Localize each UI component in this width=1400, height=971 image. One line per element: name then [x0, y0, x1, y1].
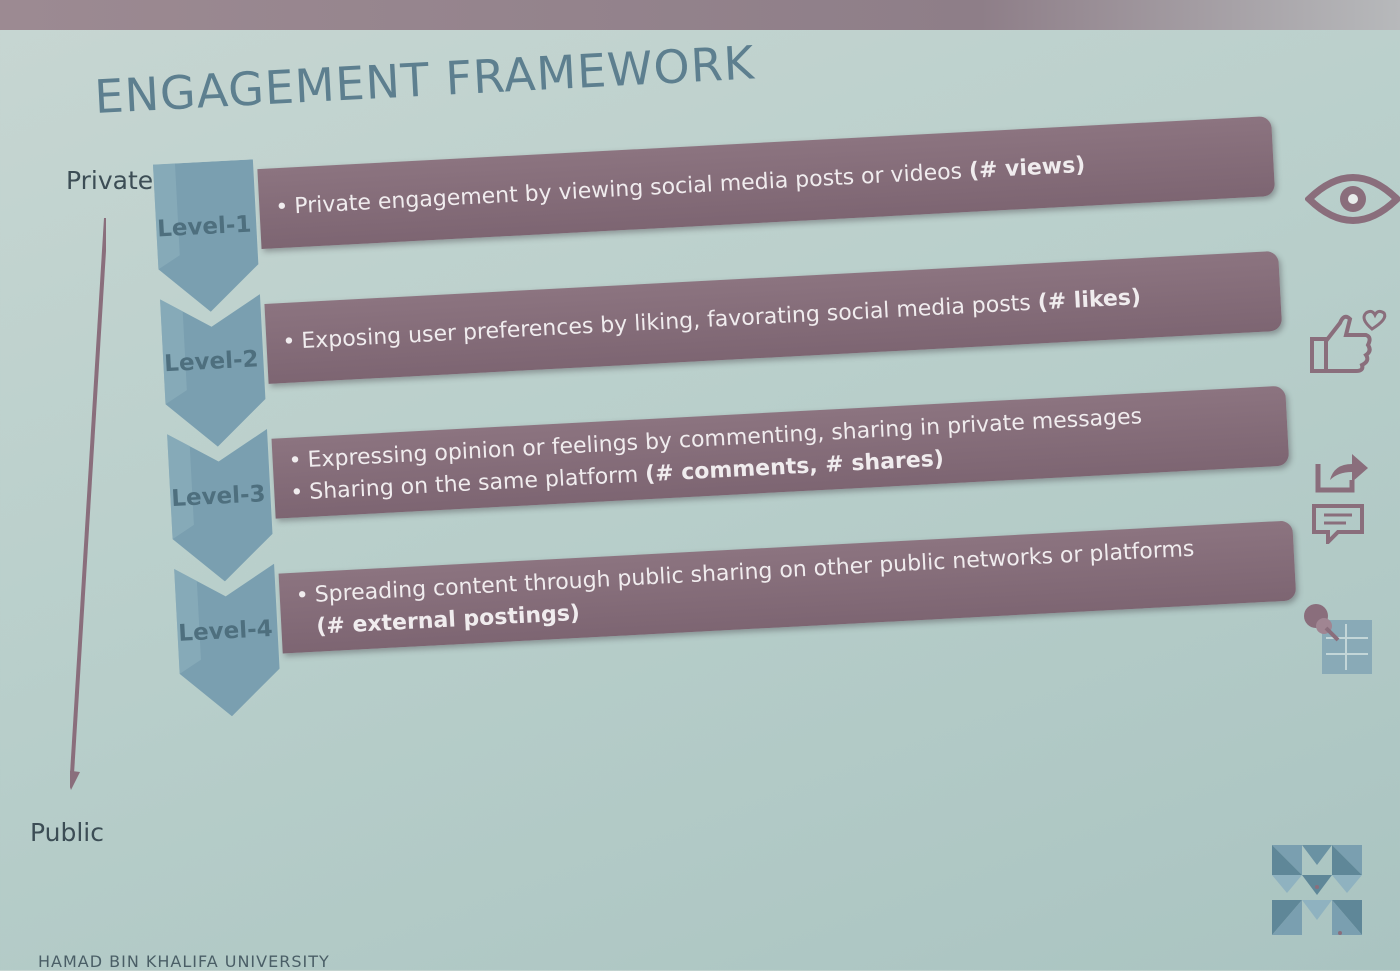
level-2-bullet-1: • Exposing user preferences by liking, fa… [281, 285, 1142, 356]
bullet-metric: (# views) [968, 152, 1086, 184]
axis-bottom-label: Public [30, 818, 104, 847]
eye-icon [1305, 174, 1400, 224]
level-row-3: Level-3 • Expressing opinion or feelings … [159, 375, 1305, 584]
level-3-chevron [167, 428, 273, 582]
level-1-chevron [152, 159, 259, 312]
private-public-axis-arrow [70, 218, 106, 790]
bullet-text: Exposing user preferences by liking, fav… [300, 290, 1039, 355]
projection-border [0, 0, 1400, 30]
level-row-2: Level-2 • Exposing user preferences by li… [152, 240, 1298, 449]
bullet-metric: (# likes) [1037, 285, 1142, 316]
thumbs-up-heart-icon [1310, 309, 1387, 373]
level-1-bar: • Private engagement by viewing social me… [257, 116, 1276, 250]
share-icon [1315, 454, 1368, 493]
level-1-bullet-1: • Private engagement by viewing social me… [274, 152, 1086, 221]
levels-diagram: Level-1 • Private engagement by viewing s… [145, 105, 1317, 804]
university-logo-icon [1272, 845, 1362, 935]
bullet-text: Private engagement by viewing social med… [293, 158, 970, 220]
axis-top-label: Private [66, 166, 154, 195]
level-row-4: Level-4 • Spreading content through publi… [166, 510, 1312, 719]
level-row-1: Level-1 • Private engagement by viewing s… [145, 105, 1291, 314]
pin-board-icon [1304, 604, 1372, 674]
slide-title: ENGAGEMENT FRAMEWORK [93, 35, 757, 124]
level-4-chevron [174, 563, 280, 717]
level-2-chevron [160, 294, 266, 447]
footer-institution: HAMAD BIN KHALIFA UNIVERSITY [38, 952, 330, 971]
comment-icon [1312, 504, 1364, 544]
